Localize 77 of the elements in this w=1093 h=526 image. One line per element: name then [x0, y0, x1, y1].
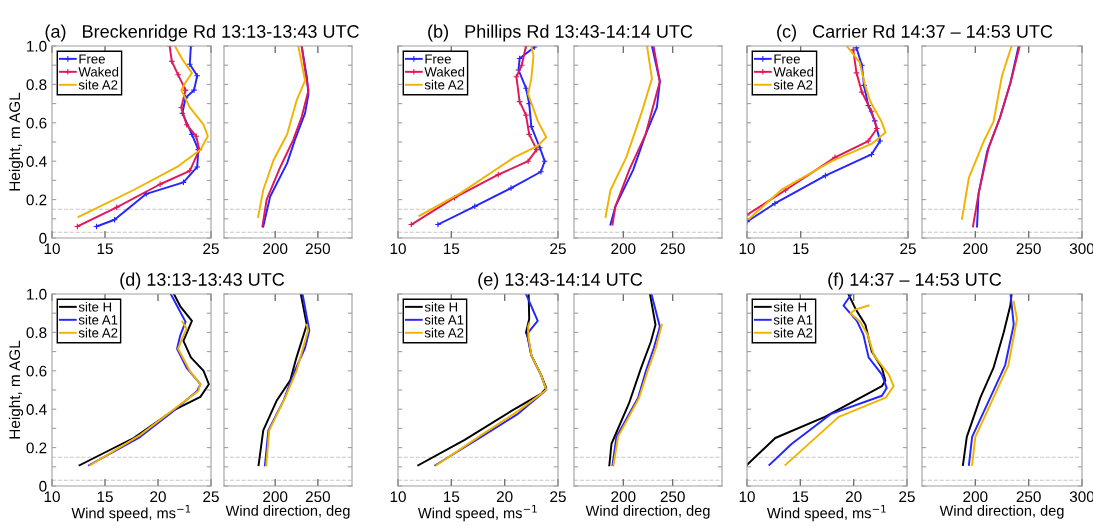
legend-label: site A2 — [78, 79, 118, 90]
x-tick-label: 250 — [1016, 491, 1041, 503]
legend-label: site A2 — [773, 79, 813, 90]
x-tick-label: 25 — [550, 243, 566, 255]
x-axis-title: Wind direction, deg — [585, 505, 710, 519]
x-axis-title: Wind speed, ms$^{−1}$ — [766, 505, 886, 522]
x-tick-label: 200 — [611, 243, 636, 255]
y-tick-label: 0 — [39, 480, 47, 492]
legend-label: site A2 — [424, 79, 464, 90]
x-tick-label: 15 — [97, 243, 113, 255]
x-tick-label: 10 — [390, 243, 406, 255]
y-tick-label: 0.6 — [26, 117, 47, 129]
y-axis-title: Height, m AGL — [8, 340, 24, 439]
x-tick-label: 200 — [963, 491, 988, 503]
chart-title: (b) Phillips Rd 13:43-14:14 UTC — [428, 24, 693, 42]
y-tick-label: 1.0 — [27, 288, 47, 300]
y-tick-label: 0 — [39, 232, 47, 244]
x-tick-label: 250 — [305, 491, 331, 503]
legend-label: Free — [79, 54, 105, 64]
y-tick-label: 0.8 — [26, 327, 47, 339]
legend-label: site A1 — [773, 314, 813, 325]
chart-title: (e) 13:43-14:14 UTC — [478, 272, 643, 290]
x-tick-label: 25 — [900, 243, 916, 255]
x-tick-label: 10 — [390, 491, 406, 503]
x-tick-label: 10 — [739, 491, 755, 503]
x-tick-label: 10 — [44, 491, 60, 503]
legend-label: Waked — [773, 66, 814, 77]
legend-label: site A1 — [424, 314, 464, 325]
legend-label: site A2 — [773, 327, 813, 338]
x-axis-title: Wind direction, deg — [225, 505, 350, 519]
x-tick-label: 10 — [739, 243, 755, 255]
x-tick-label: 15 — [793, 243, 809, 255]
y-tick-label: 0.4 — [26, 156, 47, 167]
x-tick-label: 25 — [550, 491, 566, 503]
legend-label: site A1 — [78, 314, 118, 325]
x-tick-label: 20 — [496, 491, 513, 503]
legend-label: Free — [425, 54, 451, 64]
x-tick-label: 20 — [845, 491, 862, 503]
x-tick-label: 15 — [793, 491, 809, 503]
legend-label: site H — [773, 301, 807, 312]
legend-label: Waked — [424, 66, 465, 77]
y-tick-label: 0.2 — [26, 194, 47, 206]
y-tick-label: 1.0 — [27, 40, 47, 52]
x-tick-label: 200 — [963, 243, 988, 255]
x-tick-label: 20 — [150, 491, 166, 503]
x-tick-label: 250 — [660, 243, 685, 255]
x-tick-label: 10 — [44, 243, 60, 255]
x-tick-label: 25 — [899, 491, 915, 503]
x-tick-label: 15 — [444, 491, 460, 503]
x-axis-title: Wind direction, deg — [939, 505, 1064, 519]
legend-label: Free — [774, 54, 800, 64]
legend-label: Waked — [78, 66, 119, 77]
x-axis-title: Wind speed, ms$^{−1}$ — [417, 505, 537, 522]
legend-label: site H — [424, 301, 458, 312]
x-tick-label: 15 — [444, 243, 460, 255]
chart-title: (a) Breckenridge Rd 13:13-13:43 UTC — [45, 24, 359, 42]
y-tick-label: 0.8 — [26, 79, 47, 91]
x-tick-label: 250 — [1016, 243, 1041, 255]
y-tick-label: 0.2 — [26, 442, 47, 454]
x-tick-label: 200 — [611, 491, 636, 503]
x-tick-label: 15 — [97, 491, 113, 503]
x-axis-title: Wind speed, ms$^{−1}$ — [71, 505, 191, 522]
chart-title: (c) Carrier Rd 14:37 – 14:53 UTC — [777, 24, 1053, 42]
x-tick-label: 25 — [203, 491, 219, 503]
x-tick-label: 250 — [660, 491, 685, 503]
y-tick-label: 0.6 — [26, 365, 47, 377]
x-tick-label: 200 — [263, 243, 288, 255]
chart-title: (d) 13:13-13:43 UTC — [120, 272, 285, 290]
x-tick-label: 25 — [203, 243, 219, 255]
chart-title: (f) 14:37 – 14:53 UTC — [828, 272, 1002, 290]
legend-label: site H — [78, 301, 112, 312]
y-axis-title: Height, m AGL — [8, 92, 24, 191]
y-tick-label: 0.4 — [26, 404, 47, 415]
x-tick-label: 200 — [263, 491, 288, 503]
legend-label: site A2 — [424, 327, 464, 338]
legend-label: site A2 — [78, 327, 118, 338]
x-tick-label: 250 — [305, 243, 331, 255]
